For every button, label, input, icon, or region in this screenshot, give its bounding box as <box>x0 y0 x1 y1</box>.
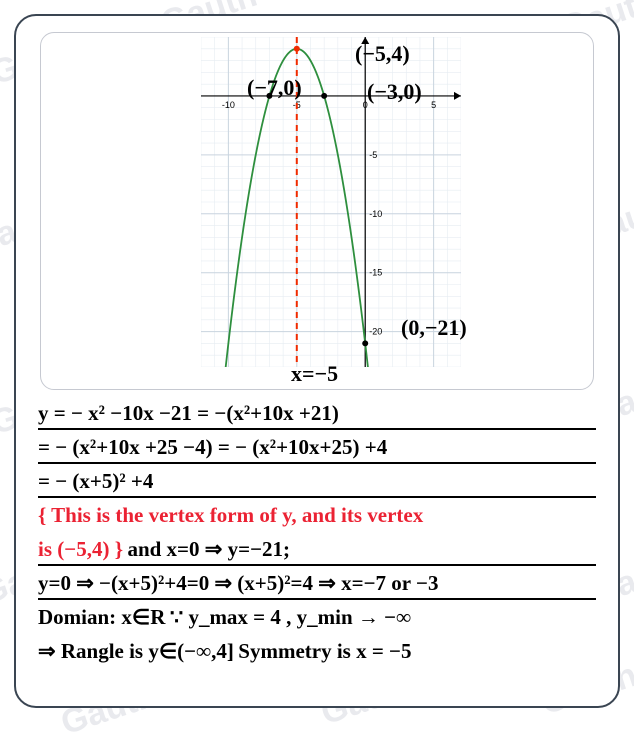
graph-section: -10-505-5-10-15-20 (−5,4) (−7,0) (−3,0) … <box>16 16 618 396</box>
work-text-1: y = − x² −10x −21 = −(x²+10x +21) <box>38 396 339 430</box>
work-text-6a: Domian: x∈R <box>38 600 165 634</box>
svg-text:-5: -5 <box>369 150 377 160</box>
svg-text:5: 5 <box>431 100 436 110</box>
work-text-6b: ∵ y_max = 4 , y_min → −∞ <box>170 600 411 634</box>
annotation-right-root: (−3,0) <box>367 79 422 105</box>
work-text-7a: ⇒ Rangle is y∈(−∞,4] <box>38 634 234 668</box>
work-line-7: ⇒ Rangle is y∈(−∞,4] Symmetry is x = −5 <box>38 634 596 668</box>
annotation-symmetry: x=−5 <box>291 361 338 387</box>
svg-text:-10: -10 <box>222 100 235 110</box>
work-line-4b: is (−5,4) } and x=0 ⇒ y=−21; <box>38 532 596 566</box>
work-text-3: = − (x+5)² +4 <box>38 464 153 498</box>
svg-text:-15: -15 <box>369 268 382 278</box>
work-text-4b-black: and x=0 ⇒ y=−21; <box>127 532 290 566</box>
work-line-3: = − (x+5)² +4 <box>38 464 596 498</box>
svg-text:-20: -20 <box>369 327 382 337</box>
annotation-y-intercept: (0,−21) <box>401 315 467 341</box>
page: -10-505-5-10-15-20 (−5,4) (−7,0) (−3,0) … <box>0 0 634 722</box>
work-text-4b-red: is (−5,4) } <box>38 532 123 566</box>
svg-text:-10: -10 <box>369 209 382 219</box>
work-text-7b: Symmetry is x = −5 <box>238 634 411 668</box>
work-area: y = − x² −10x −21 = −(x²+10x +21) = − (x… <box>16 396 618 706</box>
card: -10-505-5-10-15-20 (−5,4) (−7,0) (−3,0) … <box>14 14 620 708</box>
work-line-5: y=0 ⇒ −(x+5)²+4=0 ⇒ (x+5)²=4 ⇒ x=−7 or −… <box>38 566 596 600</box>
work-line-4a: { This is the vertex form of y, and its … <box>38 498 596 532</box>
graph-frame: -10-505-5-10-15-20 (−5,4) (−7,0) (−3,0) … <box>40 32 594 390</box>
work-text-2: = − (x²+10x +25 −4) = − (x²+10x+25) +4 <box>38 430 387 464</box>
annotation-vertex: (−5,4) <box>355 41 410 67</box>
work-line-2: = − (x²+10x +25 −4) = − (x²+10x+25) +4 <box>38 430 596 464</box>
work-line-1: y = − x² −10x −21 = −(x²+10x +21) <box>38 396 596 430</box>
work-line-6: Domian: x∈R ∵ y_max = 4 , y_min → −∞ <box>38 600 596 634</box>
work-text-5: y=0 ⇒ −(x+5)²+4=0 ⇒ (x+5)²=4 ⇒ x=−7 or −… <box>38 566 438 600</box>
work-text-4a: { This is the vertex form of y, and its … <box>38 498 423 532</box>
annotation-left-root: (−7,0) <box>247 75 302 101</box>
